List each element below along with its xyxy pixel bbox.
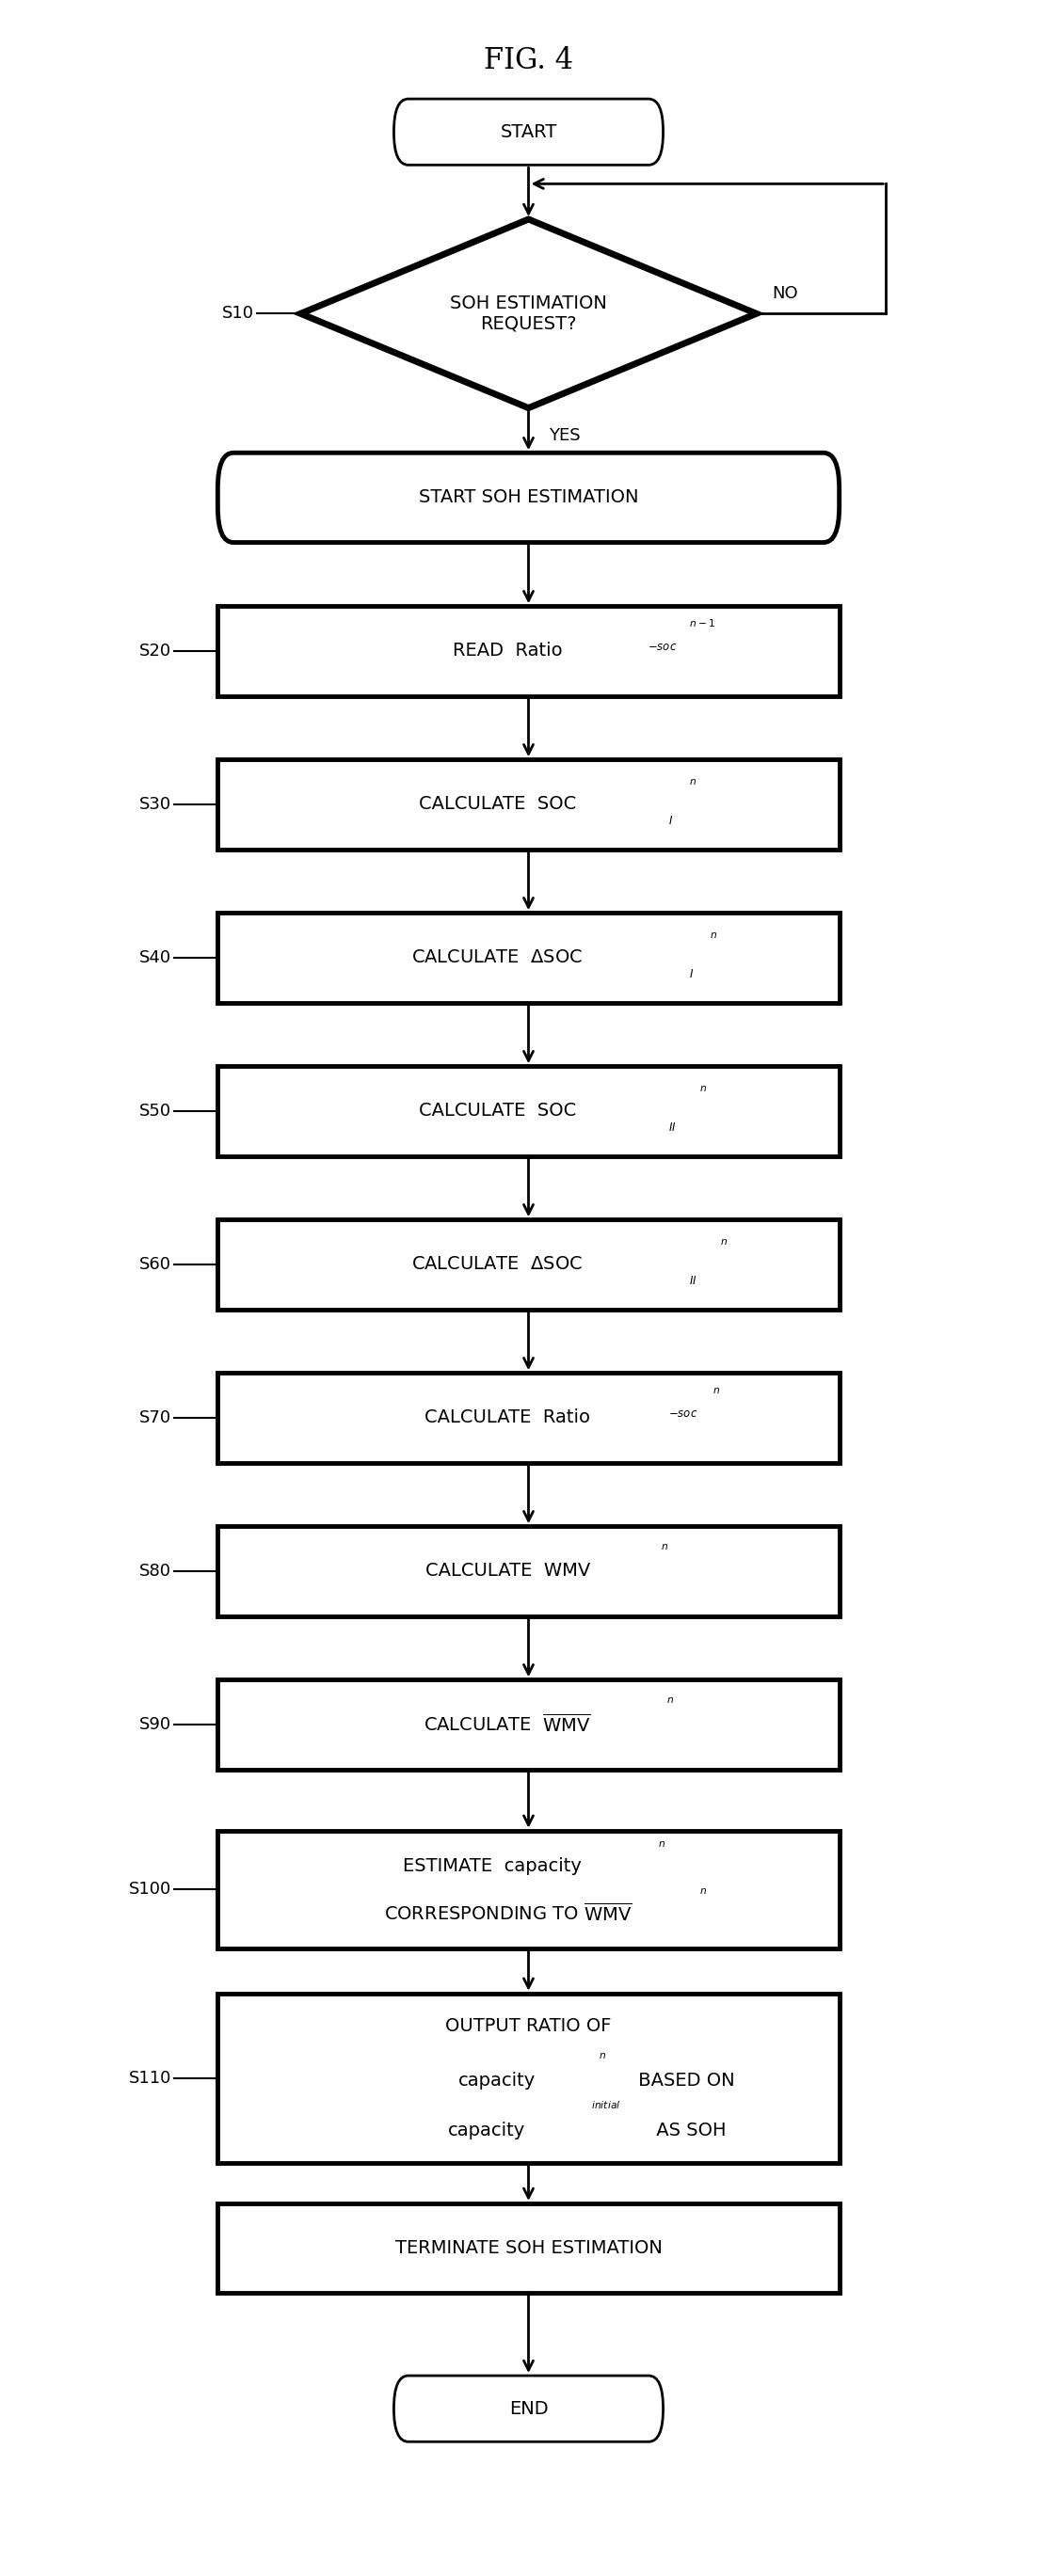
Text: TERMINATE SOH ESTIMATION: TERMINATE SOH ESTIMATION bbox=[395, 2239, 662, 2257]
Text: S50: S50 bbox=[140, 1103, 171, 1121]
Text: S10: S10 bbox=[222, 304, 254, 322]
Bar bbox=[218, 605, 839, 696]
Text: $^{n-1}$: $^{n-1}$ bbox=[689, 621, 716, 634]
Bar bbox=[218, 1066, 839, 1157]
Text: S40: S40 bbox=[140, 948, 171, 966]
Text: capacity: capacity bbox=[448, 2123, 525, 2138]
Bar bbox=[218, 1680, 839, 1770]
Text: $^{n}$: $^{n}$ bbox=[657, 1839, 666, 1855]
Text: NO: NO bbox=[772, 286, 798, 301]
Text: START: START bbox=[500, 124, 557, 142]
Text: CALCULATE  $\Delta$SOC: CALCULATE $\Delta$SOC bbox=[411, 948, 583, 966]
Text: FIG. 4: FIG. 4 bbox=[484, 46, 573, 75]
Text: CALCULATE  SOC: CALCULATE SOC bbox=[419, 1103, 576, 1121]
Text: $_{I}$: $_{I}$ bbox=[689, 963, 694, 981]
FancyBboxPatch shape bbox=[218, 453, 839, 544]
Text: START SOH ESTIMATION: START SOH ESTIMATION bbox=[419, 489, 638, 507]
Text: $^{n}$: $^{n}$ bbox=[710, 933, 718, 945]
Text: CORRESPONDING TO $\overline{\mathrm{WMV}}$: CORRESPONDING TO $\overline{\mathrm{WMV}… bbox=[384, 1901, 632, 1924]
Text: S20: S20 bbox=[140, 641, 171, 659]
Text: capacity: capacity bbox=[459, 2071, 536, 2089]
Text: $_{-soc}$: $_{-soc}$ bbox=[648, 636, 678, 652]
Bar bbox=[218, 1994, 839, 2164]
Text: BASED ON: BASED ON bbox=[632, 2071, 735, 2089]
Text: $^{n}$: $^{n}$ bbox=[712, 1386, 721, 1401]
Bar bbox=[218, 912, 839, 1002]
Text: $^{n}$: $^{n}$ bbox=[661, 1543, 669, 1556]
FancyBboxPatch shape bbox=[394, 98, 663, 165]
Bar bbox=[218, 1528, 839, 1615]
Text: $_{I}$: $_{I}$ bbox=[668, 809, 673, 827]
FancyBboxPatch shape bbox=[394, 2375, 663, 2442]
Text: S100: S100 bbox=[129, 1880, 171, 1899]
Text: END: END bbox=[508, 2401, 549, 2419]
Text: $^{initial}$: $^{initial}$ bbox=[591, 2102, 620, 2115]
Text: S110: S110 bbox=[128, 2071, 171, 2087]
Bar bbox=[218, 1373, 839, 1463]
Text: S80: S80 bbox=[140, 1564, 171, 1579]
Text: $^{n}$: $^{n}$ bbox=[599, 2053, 607, 2066]
Text: S90: S90 bbox=[140, 1716, 171, 1734]
Text: READ  Ratio: READ Ratio bbox=[452, 641, 562, 659]
Text: CALCULATE  SOC: CALCULATE SOC bbox=[419, 796, 576, 814]
Text: CALCULATE  WMV: CALCULATE WMV bbox=[425, 1561, 590, 1579]
Bar bbox=[218, 1832, 839, 1947]
Bar bbox=[218, 760, 839, 850]
Text: S70: S70 bbox=[140, 1409, 171, 1427]
Text: SOH ESTIMATION
REQUEST?: SOH ESTIMATION REQUEST? bbox=[450, 294, 607, 332]
Text: $_{II}$: $_{II}$ bbox=[668, 1118, 676, 1133]
Text: CALCULATE  Ratio: CALCULATE Ratio bbox=[425, 1409, 591, 1427]
Text: S60: S60 bbox=[140, 1257, 171, 1273]
Text: ESTIMATE  capacity: ESTIMATE capacity bbox=[403, 1857, 581, 1875]
Bar bbox=[218, 2202, 839, 2293]
Text: $^{n}$: $^{n}$ bbox=[689, 778, 697, 793]
Text: $^{n}$: $^{n}$ bbox=[666, 1695, 674, 1710]
Text: YES: YES bbox=[550, 428, 581, 443]
Text: OUTPUT RATIO OF: OUTPUT RATIO OF bbox=[445, 2017, 612, 2035]
Text: CALCULATE  $\overline{\mathrm{WMV}}$: CALCULATE $\overline{\mathrm{WMV}}$ bbox=[424, 1713, 592, 1736]
Text: $^{n}$: $^{n}$ bbox=[700, 1084, 707, 1100]
Text: S30: S30 bbox=[140, 796, 171, 814]
Text: $^{n}$: $^{n}$ bbox=[720, 1239, 728, 1252]
Polygon shape bbox=[300, 219, 757, 407]
Text: $_{II}$: $_{II}$ bbox=[689, 1270, 698, 1288]
Text: $_{-soc}$: $_{-soc}$ bbox=[668, 1401, 698, 1419]
Text: AS SOH: AS SOH bbox=[651, 2123, 726, 2138]
Text: CALCULATE  $\Delta$SOC: CALCULATE $\Delta$SOC bbox=[411, 1255, 583, 1273]
Bar bbox=[218, 1218, 839, 1309]
Text: $^{n}$: $^{n}$ bbox=[700, 1888, 707, 1901]
